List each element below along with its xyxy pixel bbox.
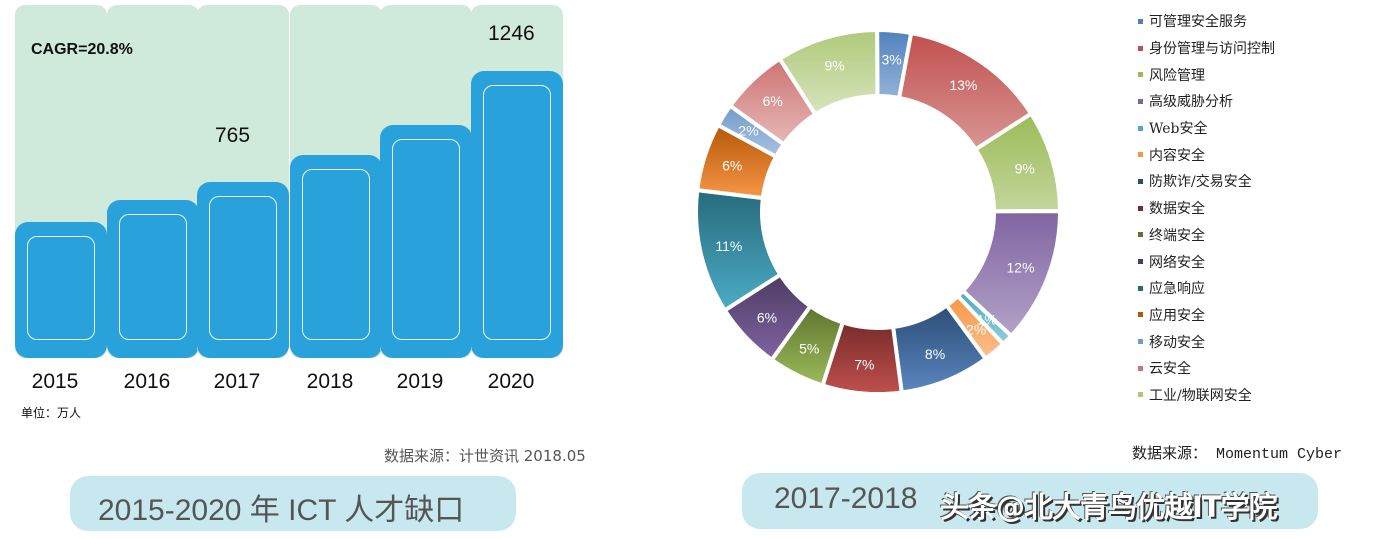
bar-2020 xyxy=(471,5,563,358)
legend-item: 高级威胁分析 xyxy=(1138,88,1275,115)
left-chart-title: 2015-2020 年 ICT 人才缺口 xyxy=(98,494,465,527)
right-title-pill: 2017-2018 xyxy=(742,473,1318,529)
slice-percent-label: 3% xyxy=(882,52,902,68)
bar-fill xyxy=(197,182,289,358)
legend-swatch-icon xyxy=(1138,152,1143,158)
legend-label: 工业/物联网安全 xyxy=(1149,387,1252,404)
data-source-right: 数据来源： Momentum Cyber xyxy=(1132,446,1343,463)
left-title-pill: 2015-2020 年 ICT 人才缺口 xyxy=(70,476,516,531)
legend-swatch-icon xyxy=(1138,125,1143,131)
legend-item: 移动安全 xyxy=(1138,328,1275,355)
legend-item: 风险管理 xyxy=(1138,61,1275,88)
x-tick-label: 2015 xyxy=(31,370,79,393)
value-label-2020: 1246 xyxy=(488,22,535,45)
legend-item: 云安全 xyxy=(1138,355,1275,382)
bar-chart-panel: 2015 2016 2017 2018 2019 2020 CAGR=20.8% 765 … xyxy=(0,0,606,470)
slice-percent-label: 2% xyxy=(738,123,758,139)
slice-percent-label: 7% xyxy=(854,356,874,372)
legend-item: Web安全 xyxy=(1138,115,1275,142)
legend-label: Web安全 xyxy=(1149,121,1208,138)
legend-label: 身份管理与访问控制 xyxy=(1149,41,1275,58)
legend-swatch-icon xyxy=(1138,392,1143,398)
legend-label: 移动安全 xyxy=(1149,334,1205,351)
legend-label: 风险管理 xyxy=(1149,67,1205,84)
legend-swatch-icon xyxy=(1138,205,1143,211)
legend-item: 应用安全 xyxy=(1138,302,1275,329)
legend-label: 应急响应 xyxy=(1149,281,1205,298)
legend-label: 应用安全 xyxy=(1149,307,1205,324)
legend-item: 数据安全 xyxy=(1138,195,1275,222)
legend-swatch-icon xyxy=(1138,285,1143,291)
slice-percent-label: 9% xyxy=(824,57,844,73)
x-tick-label: 2016 xyxy=(123,370,171,393)
watermark: 头条@北大青鸟优越IT学院 xyxy=(940,490,1278,524)
legend-label: 防欺诈/交易安全 xyxy=(1149,174,1252,191)
slice-percent-label: 8% xyxy=(925,346,945,362)
bar-2019 xyxy=(380,5,472,358)
cagr-annotation: CAGR=20.8% xyxy=(31,41,133,58)
bar-fill xyxy=(380,125,472,358)
slice-percent-label: 6% xyxy=(722,157,742,173)
donut-chart: 3%13%9%12%1%2%8%7%5%6%11%6%2%6%9% xyxy=(694,27,1063,396)
legend-label: 数据安全 xyxy=(1149,201,1205,218)
legend-swatch-icon xyxy=(1138,232,1143,238)
slice-percent-label: 1% xyxy=(977,312,997,328)
legend-item: 可管理安全服务 xyxy=(1138,8,1275,35)
bar-2016 xyxy=(107,5,199,358)
legend-label: 高级威胁分析 xyxy=(1149,94,1233,111)
slice-percent-label: 6% xyxy=(757,309,777,325)
legend-swatch-icon xyxy=(1138,339,1143,345)
legend-item: 内容安全 xyxy=(1138,141,1275,168)
legend-label: 云安全 xyxy=(1149,361,1191,378)
bar-inner-outline xyxy=(483,85,551,340)
legend-swatch-icon xyxy=(1138,45,1143,51)
bar-fill xyxy=(107,200,199,358)
legend-item: 网络安全 xyxy=(1138,248,1275,275)
bar-2017 xyxy=(197,5,289,358)
bar-inner-outline xyxy=(27,236,95,340)
slice-percent-label: 2% xyxy=(966,321,986,337)
slice-percent-label: 13% xyxy=(949,77,977,93)
legend-label: 可管理安全服务 xyxy=(1149,14,1247,31)
bar-inner-outline xyxy=(392,139,460,340)
value-label-2017: 765 xyxy=(215,124,251,147)
donut-slice xyxy=(776,27,880,118)
bar-inner-outline xyxy=(209,196,277,340)
unit-label: 单位：万人 xyxy=(21,406,82,420)
bar-2018 xyxy=(290,5,382,358)
slice-percent-label: 11% xyxy=(715,238,742,254)
legend-swatch-icon xyxy=(1138,72,1143,78)
bar-inner-outline xyxy=(302,169,370,340)
legend-label: 终端安全 xyxy=(1149,227,1205,244)
data-source-left: 数据来源：计世资讯 2018.05 xyxy=(384,447,586,465)
legend-swatch-icon xyxy=(1138,259,1143,265)
donut-legend: 可管理安全服务身份管理与访问控制 风险管理高级威胁分析 Web安全内容安全防欺诈/交… xyxy=(1138,8,1275,408)
legend-item: 防欺诈/交易安全 xyxy=(1138,168,1275,195)
bar-fill xyxy=(290,155,382,358)
bar-inner-outline xyxy=(119,214,187,340)
x-tick-label: 2017 xyxy=(213,370,261,393)
x-tick-label: 2018 xyxy=(306,370,354,393)
bar-2015 xyxy=(15,5,107,358)
bar-fill xyxy=(471,71,563,358)
legend-swatch-icon xyxy=(1138,98,1143,104)
legend-item: 工业/物联网安全 xyxy=(1138,382,1275,409)
legend-swatch-icon xyxy=(1138,178,1143,184)
x-tick-label: 2020 xyxy=(487,370,535,393)
legend-label: 网络安全 xyxy=(1149,254,1205,271)
legend-item: 终端安全 xyxy=(1138,222,1275,249)
slice-percent-label: 9% xyxy=(1015,161,1035,177)
legend-item: 应急响应 xyxy=(1138,275,1275,302)
slice-percent-label: 12% xyxy=(1007,260,1035,276)
slice-percent-label: 5% xyxy=(799,341,819,357)
legend-swatch-icon xyxy=(1138,365,1143,371)
legend-label: 内容安全 xyxy=(1149,147,1205,164)
legend-swatch-icon xyxy=(1138,312,1143,318)
bar-fill xyxy=(15,222,107,358)
x-tick-label: 2019 xyxy=(396,370,444,393)
legend-swatch-icon xyxy=(1138,18,1143,24)
right-chart-title: 2017-2018 xyxy=(774,482,918,515)
legend-item: 身份管理与访问控制 xyxy=(1138,35,1275,62)
slice-percent-label: 6% xyxy=(763,93,783,109)
